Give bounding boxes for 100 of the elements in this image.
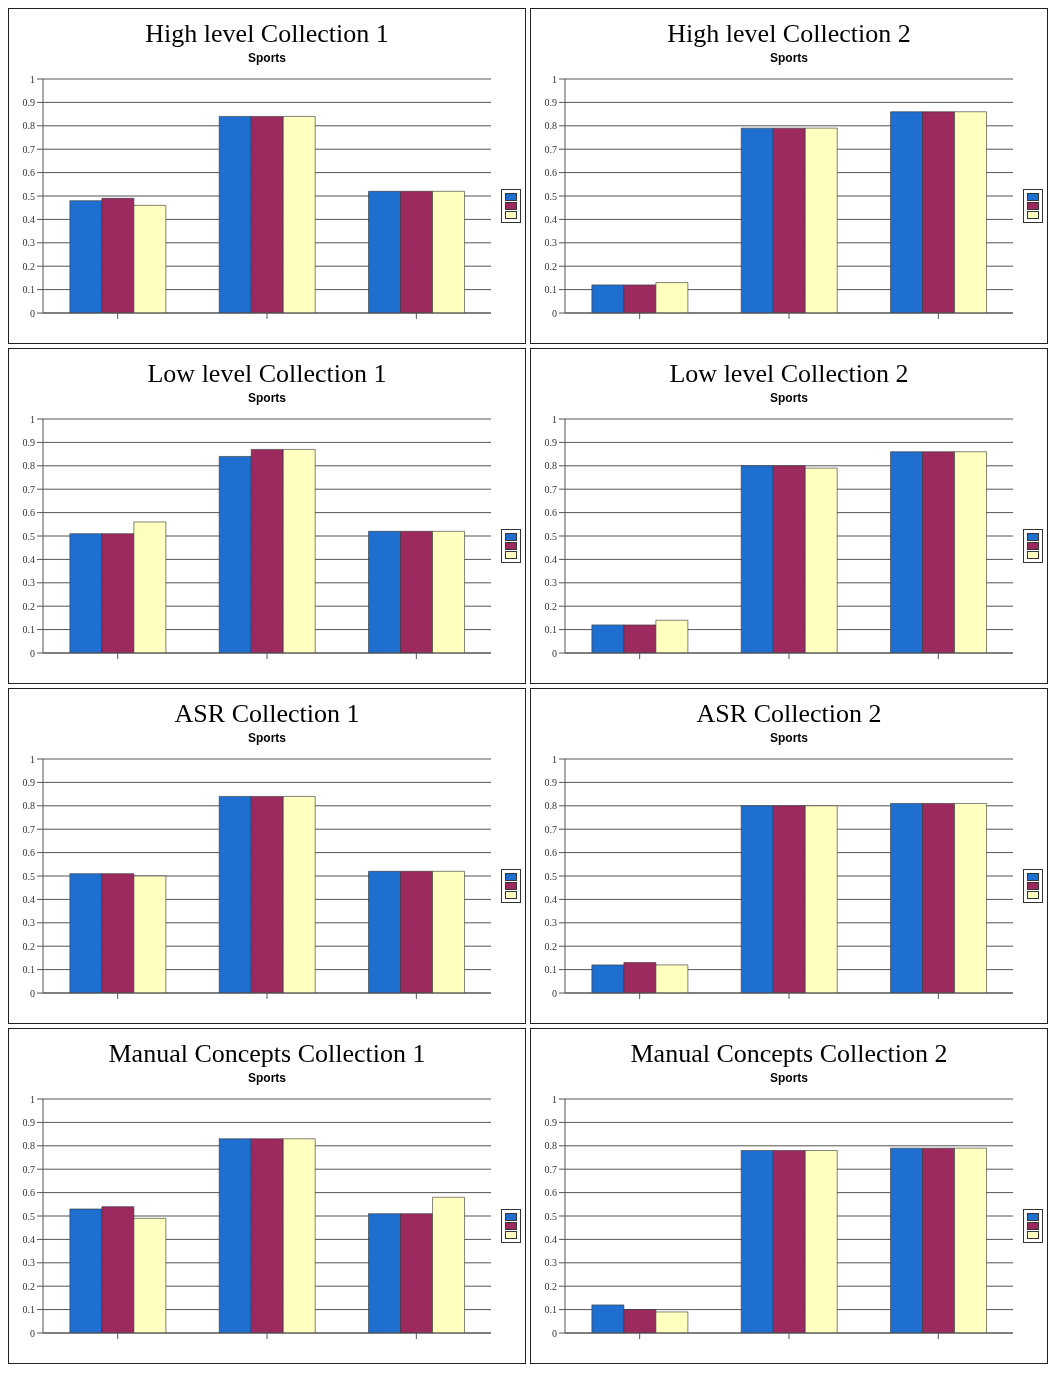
y-tick-label: 0.8	[544, 120, 557, 132]
y-tick-label: 0.8	[22, 460, 35, 472]
y-tick-label: 0.1	[22, 964, 35, 976]
y-tick-label: 0.8	[544, 1140, 557, 1152]
y-tick-label: 0.7	[544, 823, 557, 835]
y-tick-label: 0.9	[22, 776, 35, 788]
y-tick-label: 0.8	[22, 1140, 35, 1152]
y-tick-label: 0.9	[22, 436, 35, 448]
y-tick-label: 0	[30, 307, 35, 319]
y-tick-label: 1	[552, 1093, 557, 1105]
y-tick-label: 0.3	[22, 577, 35, 589]
y-tick-label: 0.1	[22, 284, 35, 296]
y-tick-label: 1	[30, 413, 35, 425]
y-tick-label: 0.2	[544, 1280, 557, 1292]
y-tick-label: 0.7	[22, 823, 35, 835]
y-tick-label: 0.2	[22, 260, 35, 272]
y-tick-label: 0.8	[22, 120, 35, 132]
chart-subtitle: Sports	[769, 1071, 809, 1085]
y-tick-label: 1	[30, 753, 35, 765]
y-tick-label: 0.1	[544, 964, 557, 976]
y-tick-label: 0	[30, 1327, 35, 1339]
y-tick-label: 0.7	[544, 1163, 557, 1175]
y-tick-label: 0.5	[22, 1210, 35, 1222]
chart-title: High level Collection 1	[144, 19, 390, 49]
y-tick-label: 0.9	[544, 96, 557, 108]
y-tick-label: 0.1	[544, 1304, 557, 1316]
y-tick-label: 0.5	[544, 190, 557, 202]
y-tick-label: 0.1	[544, 624, 557, 636]
y-tick-label: 0.5	[22, 530, 35, 542]
y-tick-label: 0.9	[544, 776, 557, 788]
y-tick-label: 0.4	[22, 213, 35, 225]
chart-subtitle: Sports	[247, 391, 287, 405]
y-tick-label: 0.2	[544, 940, 557, 952]
y-tick-label: 0.1	[544, 284, 557, 296]
chart-title: Low level Collection 2	[668, 359, 910, 389]
y-tick-label: 0.1	[22, 624, 35, 636]
y-tick-label: 0.6	[22, 1187, 35, 1199]
y-tick-label: 1	[552, 413, 557, 425]
y-tick-label: 0.8	[22, 800, 35, 812]
y-tick-label: 0.2	[544, 600, 557, 612]
y-tick-label: 0.4	[544, 213, 557, 225]
chart-subtitle: Sports	[247, 1071, 287, 1085]
y-tick-label: 0.4	[544, 893, 557, 905]
y-tick-label: 0	[30, 987, 35, 999]
y-tick-label: 0.4	[544, 1233, 557, 1245]
y-tick-label: 0.9	[22, 1116, 35, 1128]
y-tick-label: 1	[30, 73, 35, 85]
y-tick-label: 0.3	[22, 917, 35, 929]
y-tick-label: 0.6	[22, 167, 35, 179]
y-tick-label: 0.5	[22, 870, 35, 882]
y-tick-label: 0.7	[544, 143, 557, 155]
y-tick-label: 0.3	[22, 1257, 35, 1269]
y-tick-label: 0.3	[22, 237, 35, 249]
y-tick-label: 0	[552, 647, 557, 659]
chart-title: ASR Collection 2	[695, 699, 883, 729]
y-tick-label: 0.6	[544, 167, 557, 179]
y-tick-label: 0.4	[22, 1233, 35, 1245]
y-tick-label: 0	[552, 307, 557, 319]
y-tick-label: 0	[30, 647, 35, 659]
y-tick-label: 0	[552, 987, 557, 999]
y-tick-label: 0.6	[544, 1187, 557, 1199]
y-tick-label: 0.8	[544, 800, 557, 812]
y-tick-label: 0.3	[544, 237, 557, 249]
y-tick-label: 0.6	[22, 847, 35, 859]
y-tick-label: 0.6	[22, 507, 35, 519]
chart-subtitle: Sports	[247, 731, 287, 745]
chart-title: Manual Concepts Collection 1	[107, 1039, 427, 1069]
y-tick-label: 0.2	[22, 940, 35, 952]
chart-subtitle: Sports	[769, 731, 809, 745]
y-tick-label: 0.9	[544, 436, 557, 448]
y-tick-label: 0.5	[544, 530, 557, 542]
y-tick-label: 0.6	[544, 507, 557, 519]
y-tick-label: 0.4	[544, 553, 557, 565]
y-tick-label: 0.7	[22, 1163, 35, 1175]
chart-title: Low level Collection 1	[146, 359, 388, 389]
y-tick-label: 0.5	[544, 1210, 557, 1222]
y-tick-label: 0.5	[544, 870, 557, 882]
y-tick-label: 0	[552, 1327, 557, 1339]
y-tick-label: 1	[552, 753, 557, 765]
y-tick-label: 0.2	[22, 1280, 35, 1292]
y-tick-label: 0.1	[22, 1304, 35, 1316]
y-tick-label: 0.9	[544, 1116, 557, 1128]
y-tick-label: 0.7	[22, 143, 35, 155]
y-tick-label: 0.2	[22, 600, 35, 612]
y-tick-label: 0.3	[544, 1257, 557, 1269]
chart-subtitle: Sports	[769, 51, 809, 65]
y-tick-label: 0.4	[22, 893, 35, 905]
y-tick-label: 0.2	[544, 260, 557, 272]
y-tick-label: 0.3	[544, 577, 557, 589]
y-tick-label: 0.9	[22, 96, 35, 108]
chart-subtitle: Sports	[247, 51, 287, 65]
chart-subtitle: Sports	[769, 391, 809, 405]
y-tick-label: 0.4	[22, 553, 35, 565]
y-tick-label: 0.7	[544, 483, 557, 495]
chart-title: ASR Collection 1	[173, 699, 361, 729]
y-tick-label: 1	[30, 1093, 35, 1105]
y-tick-label: 0.5	[22, 190, 35, 202]
y-tick-label: 0.7	[22, 483, 35, 495]
y-tick-label: 0.8	[544, 460, 557, 472]
y-tick-label: 0.3	[544, 917, 557, 929]
